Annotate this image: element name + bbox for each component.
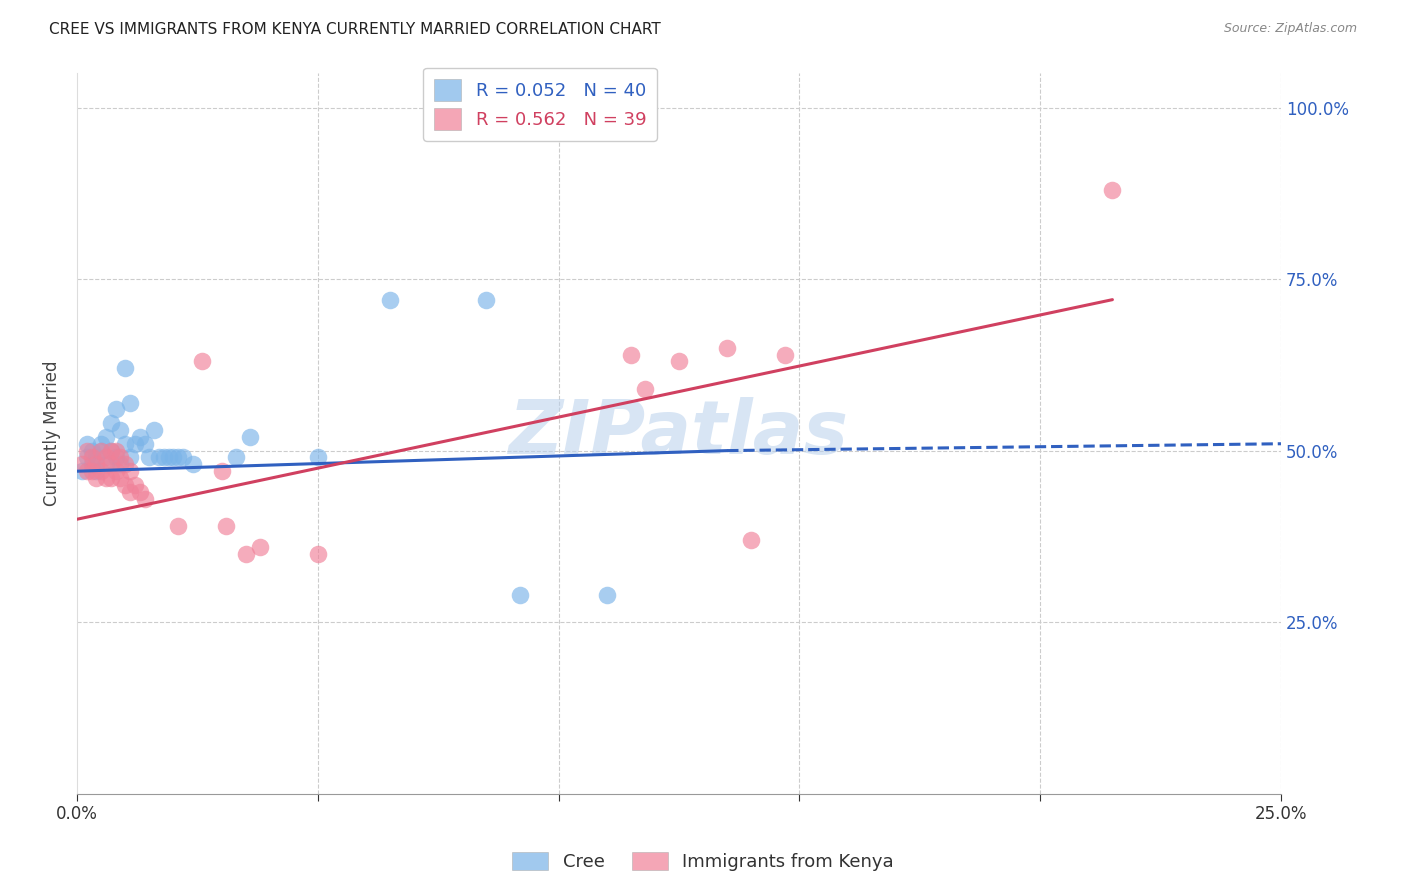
Point — [634, 382, 657, 396]
Point — [76, 450, 98, 465]
Point — [138, 450, 160, 465]
Point — [86, 450, 108, 465]
Point — [90, 443, 112, 458]
Point — [211, 464, 233, 478]
Point — [475, 293, 498, 307]
Point — [100, 443, 122, 458]
Point — [76, 436, 98, 450]
Point — [94, 471, 117, 485]
Point — [307, 547, 329, 561]
Point — [134, 491, 156, 506]
Point — [76, 443, 98, 458]
Point — [509, 588, 531, 602]
Point — [307, 450, 329, 465]
Point — [167, 450, 190, 465]
Point — [378, 293, 401, 307]
Point — [80, 458, 103, 472]
Point — [76, 464, 98, 478]
Point — [70, 458, 93, 472]
Point — [152, 450, 174, 465]
Point — [143, 423, 166, 437]
Point — [86, 464, 108, 478]
Point — [86, 458, 108, 472]
Point — [128, 430, 150, 444]
Point — [110, 450, 132, 465]
Point — [225, 450, 247, 465]
Point — [215, 519, 238, 533]
Point — [668, 354, 690, 368]
Point — [104, 464, 127, 478]
Point — [94, 430, 117, 444]
Point — [70, 464, 93, 478]
Point — [100, 458, 122, 472]
Point — [120, 450, 142, 465]
Point — [181, 458, 204, 472]
Point — [114, 478, 136, 492]
Point — [596, 588, 619, 602]
Point — [104, 450, 127, 465]
Point — [80, 464, 103, 478]
Point — [94, 450, 117, 465]
Point — [162, 450, 184, 465]
Point — [86, 471, 108, 485]
Point — [120, 395, 142, 409]
Point — [235, 547, 257, 561]
Point — [124, 436, 146, 450]
Point — [114, 436, 136, 450]
Point — [80, 443, 103, 458]
Point — [90, 443, 112, 458]
Point — [773, 347, 796, 361]
Point — [114, 361, 136, 376]
Point — [716, 341, 738, 355]
Point — [1101, 183, 1123, 197]
Point — [239, 430, 262, 444]
Text: ZIPatlas: ZIPatlas — [509, 397, 849, 470]
Point — [90, 464, 112, 478]
Legend: R = 0.052   N = 40, R = 0.562   N = 39: R = 0.052 N = 40, R = 0.562 N = 39 — [423, 68, 657, 141]
Point — [80, 450, 103, 465]
Point — [128, 484, 150, 499]
Point — [104, 443, 127, 458]
Point — [120, 484, 142, 499]
Point — [90, 436, 112, 450]
Point — [110, 423, 132, 437]
Point — [249, 540, 271, 554]
Point — [134, 436, 156, 450]
Point — [191, 354, 214, 368]
Point — [104, 402, 127, 417]
Point — [157, 450, 180, 465]
Point — [110, 471, 132, 485]
Point — [148, 450, 170, 465]
Point — [100, 471, 122, 485]
Point — [120, 464, 142, 478]
Legend: Cree, Immigrants from Kenya: Cree, Immigrants from Kenya — [505, 845, 901, 879]
Text: CREE VS IMMIGRANTS FROM KENYA CURRENTLY MARRIED CORRELATION CHART: CREE VS IMMIGRANTS FROM KENYA CURRENTLY … — [49, 22, 661, 37]
Point — [94, 458, 117, 472]
Text: Source: ZipAtlas.com: Source: ZipAtlas.com — [1223, 22, 1357, 36]
Point — [124, 478, 146, 492]
Point — [620, 347, 643, 361]
Point — [114, 458, 136, 472]
Point — [172, 450, 194, 465]
Y-axis label: Currently Married: Currently Married — [44, 360, 60, 506]
Point — [100, 416, 122, 430]
Point — [100, 443, 122, 458]
Point — [740, 533, 762, 547]
Point — [167, 519, 190, 533]
Point — [110, 458, 132, 472]
